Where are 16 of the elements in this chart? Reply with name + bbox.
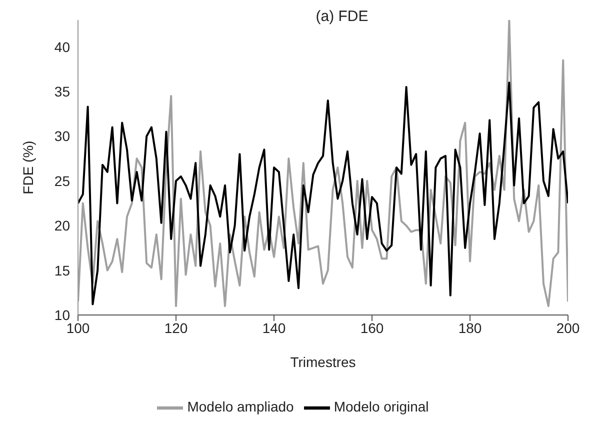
legend-label: Modelo ampliado — [187, 398, 294, 415]
chart-title: (a) FDE — [314, 8, 370, 25]
legend-label: Modelo original — [334, 398, 429, 415]
x-tick-label: 200 — [556, 320, 580, 336]
x-axis-title: Trimestres — [290, 354, 356, 370]
y-tick-label: 30 — [54, 128, 70, 144]
x-tick-label: 160 — [360, 320, 384, 336]
y-tick-label: 15 — [54, 262, 70, 278]
y-tick-label: 20 — [54, 218, 70, 234]
y-tick-label: 40 — [54, 38, 70, 55]
x-tick-label: 120 — [164, 320, 188, 336]
x-tick-label: 180 — [458, 320, 482, 336]
y-tick-label: 35 — [54, 83, 70, 100]
x-tick-label: 140 — [262, 320, 286, 336]
y-axis-title: FDE (%) — [20, 140, 36, 194]
y-tick-label: 25 — [54, 172, 70, 189]
